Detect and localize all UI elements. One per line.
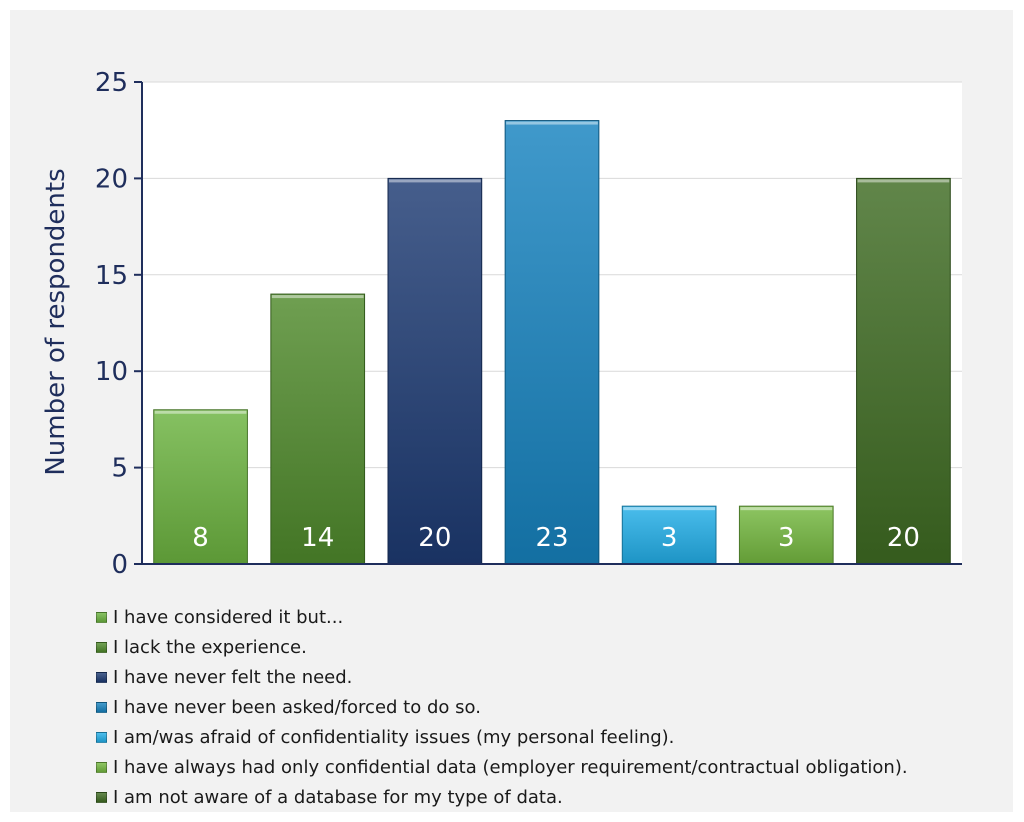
legend-swatch xyxy=(96,611,107,623)
legend-item: I have considered it but... xyxy=(96,602,908,632)
legend-item: I have never been asked/forced to do so. xyxy=(96,692,908,722)
legend-label: I lack the experience. xyxy=(113,636,307,658)
legend-swatch xyxy=(96,701,107,713)
legend-label: I am/was afraid of confidentiality issue… xyxy=(113,726,675,748)
legend-item: I have never felt the need. xyxy=(96,662,908,692)
y-axis: 0 5 10 15 20 25 xyxy=(95,68,962,580)
bar-value-label: 20 xyxy=(887,523,920,553)
bar-value-label: 20 xyxy=(418,523,451,553)
bar-chart: 0 5 10 15 20 25 8 14 20 23 3 3 20 Number of respond… xyxy=(41,68,962,580)
bar xyxy=(153,409,248,565)
bar-highlight xyxy=(857,179,950,183)
legend-item: I am not aware of a database for my type… xyxy=(96,782,908,812)
legend-item: I have always had only confidential data… xyxy=(96,752,908,782)
bar-value-label: 23 xyxy=(535,523,568,553)
legend-label: I have never felt the need. xyxy=(113,666,353,688)
legend: I have considered it but... I lack the ex… xyxy=(96,602,908,812)
bar-highlight xyxy=(623,507,715,511)
data-labels: 8 14 20 23 3 3 20 xyxy=(192,523,920,553)
bar xyxy=(504,120,600,565)
bar-highlight xyxy=(389,179,481,183)
legend-label: I am not aware of a database for my type… xyxy=(113,786,563,808)
legend-item: I lack the experience. xyxy=(96,632,908,662)
bar xyxy=(270,293,366,565)
bar xyxy=(387,177,483,565)
y-tick-label: 25 xyxy=(95,68,128,98)
legend-swatch xyxy=(96,641,107,653)
legend-label: I have always had only confidential data… xyxy=(113,756,908,778)
y-tick-label: 0 xyxy=(111,550,128,580)
bar-highlight xyxy=(271,295,364,299)
bars xyxy=(153,120,951,565)
legend-swatch xyxy=(96,791,107,803)
y-tick-label: 5 xyxy=(111,454,128,484)
y-tick-label: 10 xyxy=(95,357,128,387)
bar xyxy=(738,505,834,565)
bar-value-label: 8 xyxy=(192,523,209,553)
y-tick-label: 20 xyxy=(95,164,128,194)
y-tick-label: 15 xyxy=(95,261,128,291)
legend-label: I have considered it but... xyxy=(113,606,344,628)
bar xyxy=(856,177,951,565)
bar-value-label: 3 xyxy=(661,523,678,553)
bar-value-label: 14 xyxy=(301,523,334,553)
bar-highlight xyxy=(154,410,247,414)
y-axis-title: Number of respondents xyxy=(41,168,71,475)
bar-highlight xyxy=(506,121,598,125)
legend-swatch xyxy=(96,731,107,743)
legend-swatch xyxy=(96,761,107,773)
legend-item: I am/was afraid of confidentiality issue… xyxy=(96,722,908,752)
bar-value-label: 3 xyxy=(778,523,795,553)
bar xyxy=(621,505,717,565)
legend-swatch xyxy=(96,671,107,683)
chart-panel: 0 5 10 15 20 25 8 14 20 23 3 3 20 Number of respond… xyxy=(10,10,1013,812)
bar-highlight xyxy=(740,507,833,511)
legend-label: I have never been asked/forced to do so. xyxy=(113,696,481,718)
